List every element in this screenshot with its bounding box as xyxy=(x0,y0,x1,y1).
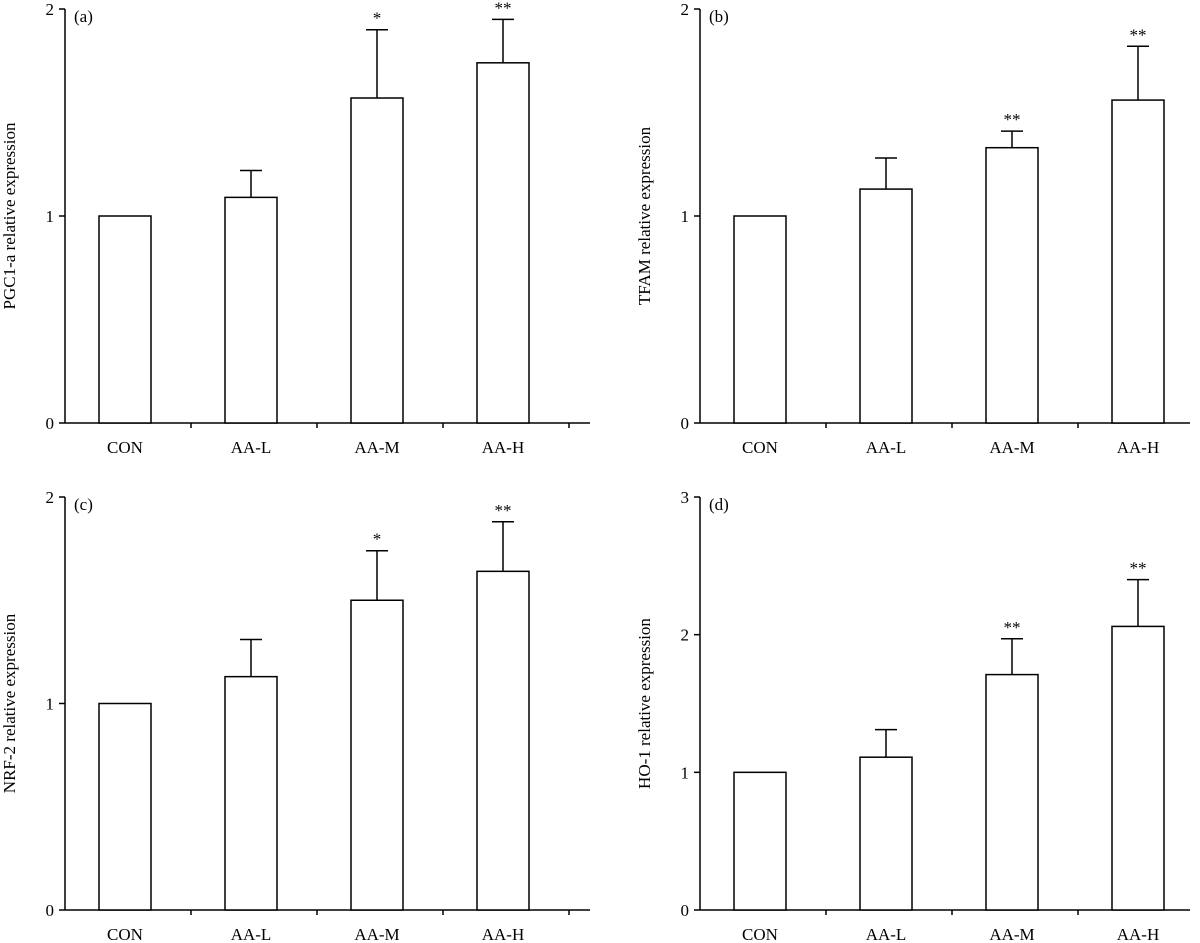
panel: 0 1 2 (b) TFAM relative expression CON AA-L AA-… xyxy=(635,0,1190,457)
x-tick-label: AA-L xyxy=(231,438,272,457)
x-tick-label: CON xyxy=(742,438,778,457)
x-tick-label: CON xyxy=(107,925,143,943)
significance-label: ** xyxy=(495,501,512,520)
y-axis-label: HO-1 relative expression xyxy=(635,618,654,789)
significance-label: ** xyxy=(1130,25,1147,44)
y-tick-label: 2 xyxy=(681,0,690,19)
x-tick-label: AA-H xyxy=(1117,438,1160,457)
bar xyxy=(224,196,278,424)
panel-label: (c) xyxy=(74,495,93,514)
x-tick-label: AA-H xyxy=(482,438,525,457)
bar xyxy=(985,673,1039,911)
y-tick-label: 1 xyxy=(681,763,690,782)
significance-label: * xyxy=(373,530,382,549)
y-axis-label: PGC1-a relative expression xyxy=(0,122,19,309)
significance-label: ** xyxy=(1004,110,1021,129)
y-tick-label: 2 xyxy=(681,626,690,645)
bar xyxy=(985,146,1039,424)
x-tick-label: AA-M xyxy=(354,438,399,457)
y-axis-label: NRF-2 relative expression xyxy=(0,613,19,793)
bar xyxy=(476,570,530,911)
x-tick-label: AA-L xyxy=(231,925,272,943)
y-tick-label: 2 xyxy=(46,488,55,507)
significance-label: ** xyxy=(1130,559,1147,578)
bar xyxy=(98,702,152,911)
bar xyxy=(476,62,530,424)
x-tick-label: AA-M xyxy=(354,925,399,943)
panel: 0 1 2 (c) NRF-2 relative expression CON AA-L AA… xyxy=(0,488,590,943)
bar xyxy=(1111,99,1165,424)
bar xyxy=(224,675,278,911)
y-tick-label: 1 xyxy=(46,695,55,714)
x-tick-label: AA-L xyxy=(866,925,907,943)
bar xyxy=(98,215,152,424)
panel: 0 1 2 3 (d) HO-1 relative expression CON AA-L AA… xyxy=(635,488,1190,943)
y-tick-label: 0 xyxy=(46,901,55,920)
panel-label: (a) xyxy=(74,7,93,26)
y-tick-label: 0 xyxy=(46,414,55,433)
bar xyxy=(1111,625,1165,911)
y-tick-label: 0 xyxy=(681,901,690,920)
x-tick-label: AA-M xyxy=(989,438,1034,457)
y-tick-label: 1 xyxy=(46,207,55,226)
x-tick-label: AA-L xyxy=(866,438,907,457)
bar xyxy=(859,756,913,911)
x-tick-label: AA-H xyxy=(482,925,525,943)
bar xyxy=(350,97,404,424)
significance-label: * xyxy=(373,9,382,28)
y-tick-label: 0 xyxy=(681,414,690,433)
panel: 0 1 2 (a) PGC1-a relative expression CON AA-L A… xyxy=(0,0,590,457)
significance-label: ** xyxy=(495,0,512,17)
x-tick-label: AA-H xyxy=(1117,925,1160,943)
y-tick-label: 1 xyxy=(681,207,690,226)
bar xyxy=(733,771,787,911)
bar xyxy=(733,215,787,424)
y-tick-label: 2 xyxy=(46,0,55,19)
x-tick-label: AA-M xyxy=(989,925,1034,943)
bar xyxy=(859,188,913,424)
significance-label: ** xyxy=(1004,618,1021,637)
x-tick-label: CON xyxy=(107,438,143,457)
y-tick-label: 3 xyxy=(681,488,690,507)
panel-label: (d) xyxy=(709,495,729,514)
panel-label: (b) xyxy=(709,7,729,26)
x-tick-label: CON xyxy=(742,925,778,943)
y-axis-label: TFAM relative expression xyxy=(635,126,654,305)
bar xyxy=(350,599,404,911)
